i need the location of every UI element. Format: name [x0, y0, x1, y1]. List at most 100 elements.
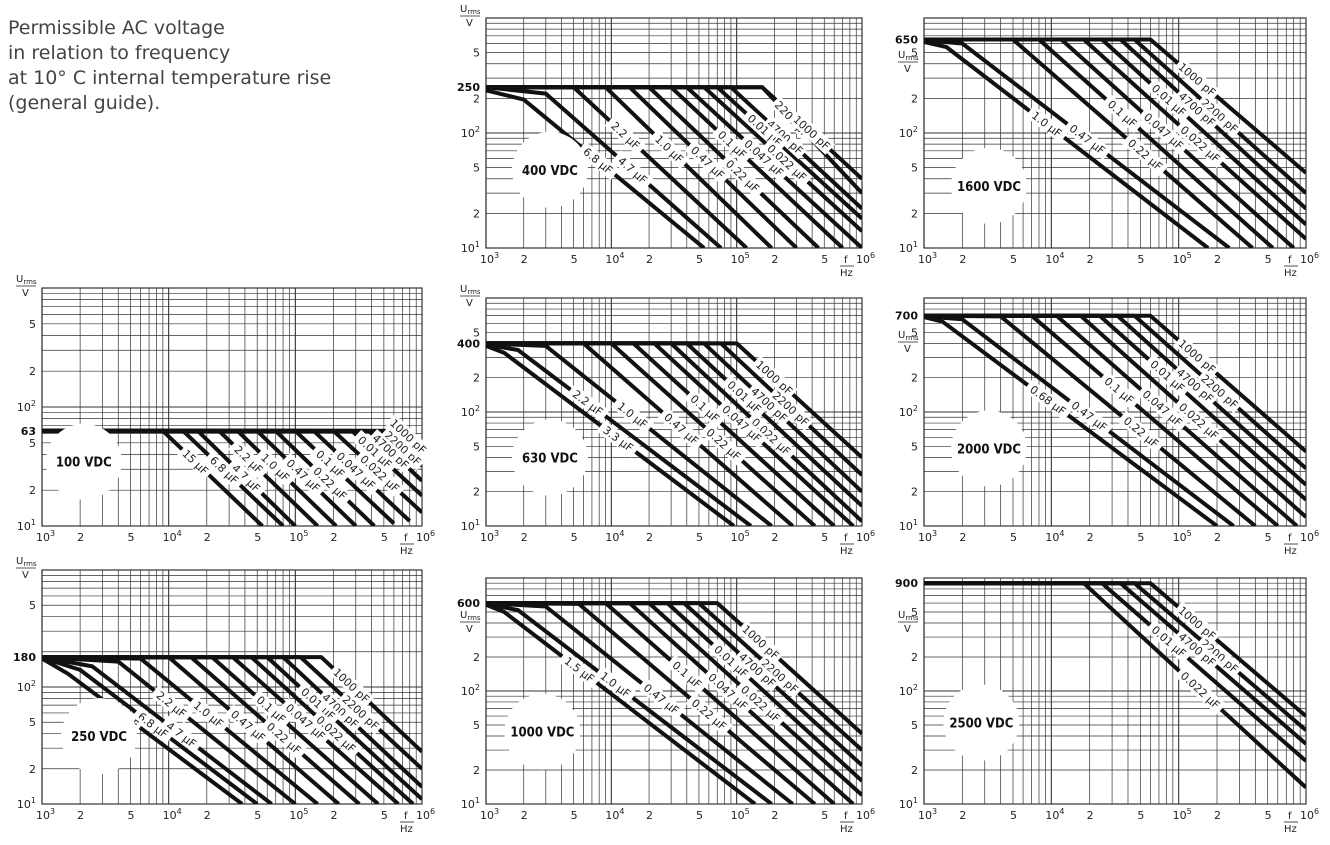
series-label-bg	[385, 414, 432, 459]
x-tick-label: 104	[1045, 251, 1064, 266]
x-tick-label: 106	[1300, 529, 1319, 544]
x-tick-label: 106	[856, 251, 875, 266]
x-tick-label: 105	[1173, 251, 1192, 266]
x-tick-label: 5	[1137, 253, 1144, 266]
x-tick-label: 2	[77, 531, 84, 544]
series-line	[924, 314, 1235, 526]
voltage-class-badge	[504, 693, 581, 770]
series-label-bg	[761, 115, 809, 160]
caption-line: Permissible AC voltage	[8, 17, 225, 39]
series-label-bg	[721, 374, 768, 419]
y-tick-label: 2	[29, 763, 36, 776]
x-tick-label: 2	[959, 531, 966, 544]
x-unit-label: f	[844, 533, 848, 544]
series-label: 1.0 µF	[187, 695, 230, 734]
series-label-bg	[593, 665, 637, 704]
series-label: 0.022 µF	[1174, 665, 1226, 715]
x-tick-label: 5	[1010, 809, 1017, 822]
caption-line: (general guide).	[8, 92, 161, 114]
series-label-bg	[330, 446, 382, 496]
series-line	[486, 602, 757, 804]
x-tick-label: 2	[959, 253, 966, 266]
x-tick-label: 2	[646, 253, 653, 266]
series-label-bg	[741, 108, 788, 153]
rated-voltage-label: 400	[457, 337, 480, 350]
y-tick-label: 102	[461, 683, 480, 698]
series-line	[486, 85, 748, 248]
y-tick-label: 5	[473, 162, 480, 175]
plot-frame	[485, 297, 863, 527]
x-tick-label: 2	[204, 531, 211, 544]
y-tick-label: 101	[461, 240, 480, 255]
y-unit-label: Urms	[16, 274, 37, 286]
x-tick-label: 104	[1045, 529, 1064, 544]
y-unit-denominator: V	[466, 624, 473, 635]
chart-title: 2000 VDC	[957, 442, 1021, 457]
series-label: 0.1 µF	[1101, 93, 1144, 134]
y-tick-label: 102	[461, 125, 480, 140]
rated-voltage-label: 650	[895, 34, 918, 47]
series-label-bg	[1065, 395, 1114, 437]
y-tick-label: 5	[911, 606, 918, 619]
plot-frame	[41, 287, 423, 527]
x-tick-label: 106	[1300, 807, 1319, 822]
series-line	[42, 656, 244, 804]
x-unit-denominator: Hz	[1284, 268, 1297, 279]
series-label-bg	[1098, 371, 1141, 410]
x-tick-label: 106	[856, 529, 875, 544]
x-tick-label: 5	[1137, 531, 1144, 544]
series-label-bg	[737, 620, 785, 665]
x-tick-label: 5	[696, 253, 703, 266]
series-label-bg	[707, 639, 755, 684]
series-label-bg	[1171, 363, 1219, 408]
series-label-bg	[576, 141, 620, 181]
caption-line: at 10° C internal temperature rise	[8, 67, 332, 89]
chart-panel: 103 2 5 104 2 5 105 2 5 106101251025180UrmsVfHz10…	[13, 556, 435, 835]
y-tick-label: 5	[911, 440, 918, 453]
x-tick-label: 106	[416, 529, 435, 544]
x-tick-label: 104	[605, 529, 624, 544]
x-tick-label: 2	[771, 809, 778, 822]
y-tick-label: 2	[911, 486, 918, 499]
chart-title: 400 VDC	[522, 164, 578, 179]
series-label-bg	[203, 449, 245, 491]
x-unit-label: f	[844, 255, 848, 266]
voltage-class-badge	[950, 410, 1027, 487]
series-label-bg	[1063, 118, 1112, 161]
chart-title: 2500 VDC	[949, 717, 1013, 732]
y-tick-label: 101	[17, 796, 36, 811]
series-line	[924, 37, 1254, 248]
caption-line: in relation to frequency	[8, 42, 231, 64]
grid	[485, 577, 863, 805]
series-label-bg	[1144, 354, 1191, 398]
curves	[486, 85, 862, 248]
series-label-bg	[225, 457, 267, 499]
y-tick-label: 102	[899, 125, 918, 140]
x-tick-label: 5	[696, 809, 703, 822]
series-line	[486, 344, 736, 526]
series-label: 0.47 µF	[657, 407, 705, 451]
x-tick-label: 105	[289, 529, 308, 544]
series-label-bg	[1173, 334, 1221, 379]
series-line	[486, 341, 773, 526]
y-tick-label: 2	[911, 651, 918, 664]
plot-frame	[485, 17, 863, 249]
series-label-bg	[150, 685, 193, 724]
y-tick-label: 102	[461, 404, 480, 419]
y-unit-label: Urms	[460, 4, 481, 16]
y-tick-label: 2	[473, 764, 480, 777]
x-tick-label: 104	[1045, 807, 1064, 822]
series-label-bg	[756, 654, 804, 698]
series-label-bg	[309, 443, 352, 484]
series-label-bg	[684, 388, 726, 429]
y-unit-label: Urms	[460, 610, 481, 622]
series-label-bg	[177, 444, 214, 480]
grid	[923, 297, 1307, 527]
figure-caption: Permissible AC voltage in relation to fr…	[8, 16, 408, 116]
y-tick-label: 2	[473, 207, 480, 220]
voltage-class-badge	[943, 684, 1020, 761]
series-label-bg	[1137, 107, 1190, 156]
series-label-bg	[228, 439, 270, 480]
x-tick-label: 2	[521, 809, 528, 822]
series-label-bg	[280, 452, 327, 498]
